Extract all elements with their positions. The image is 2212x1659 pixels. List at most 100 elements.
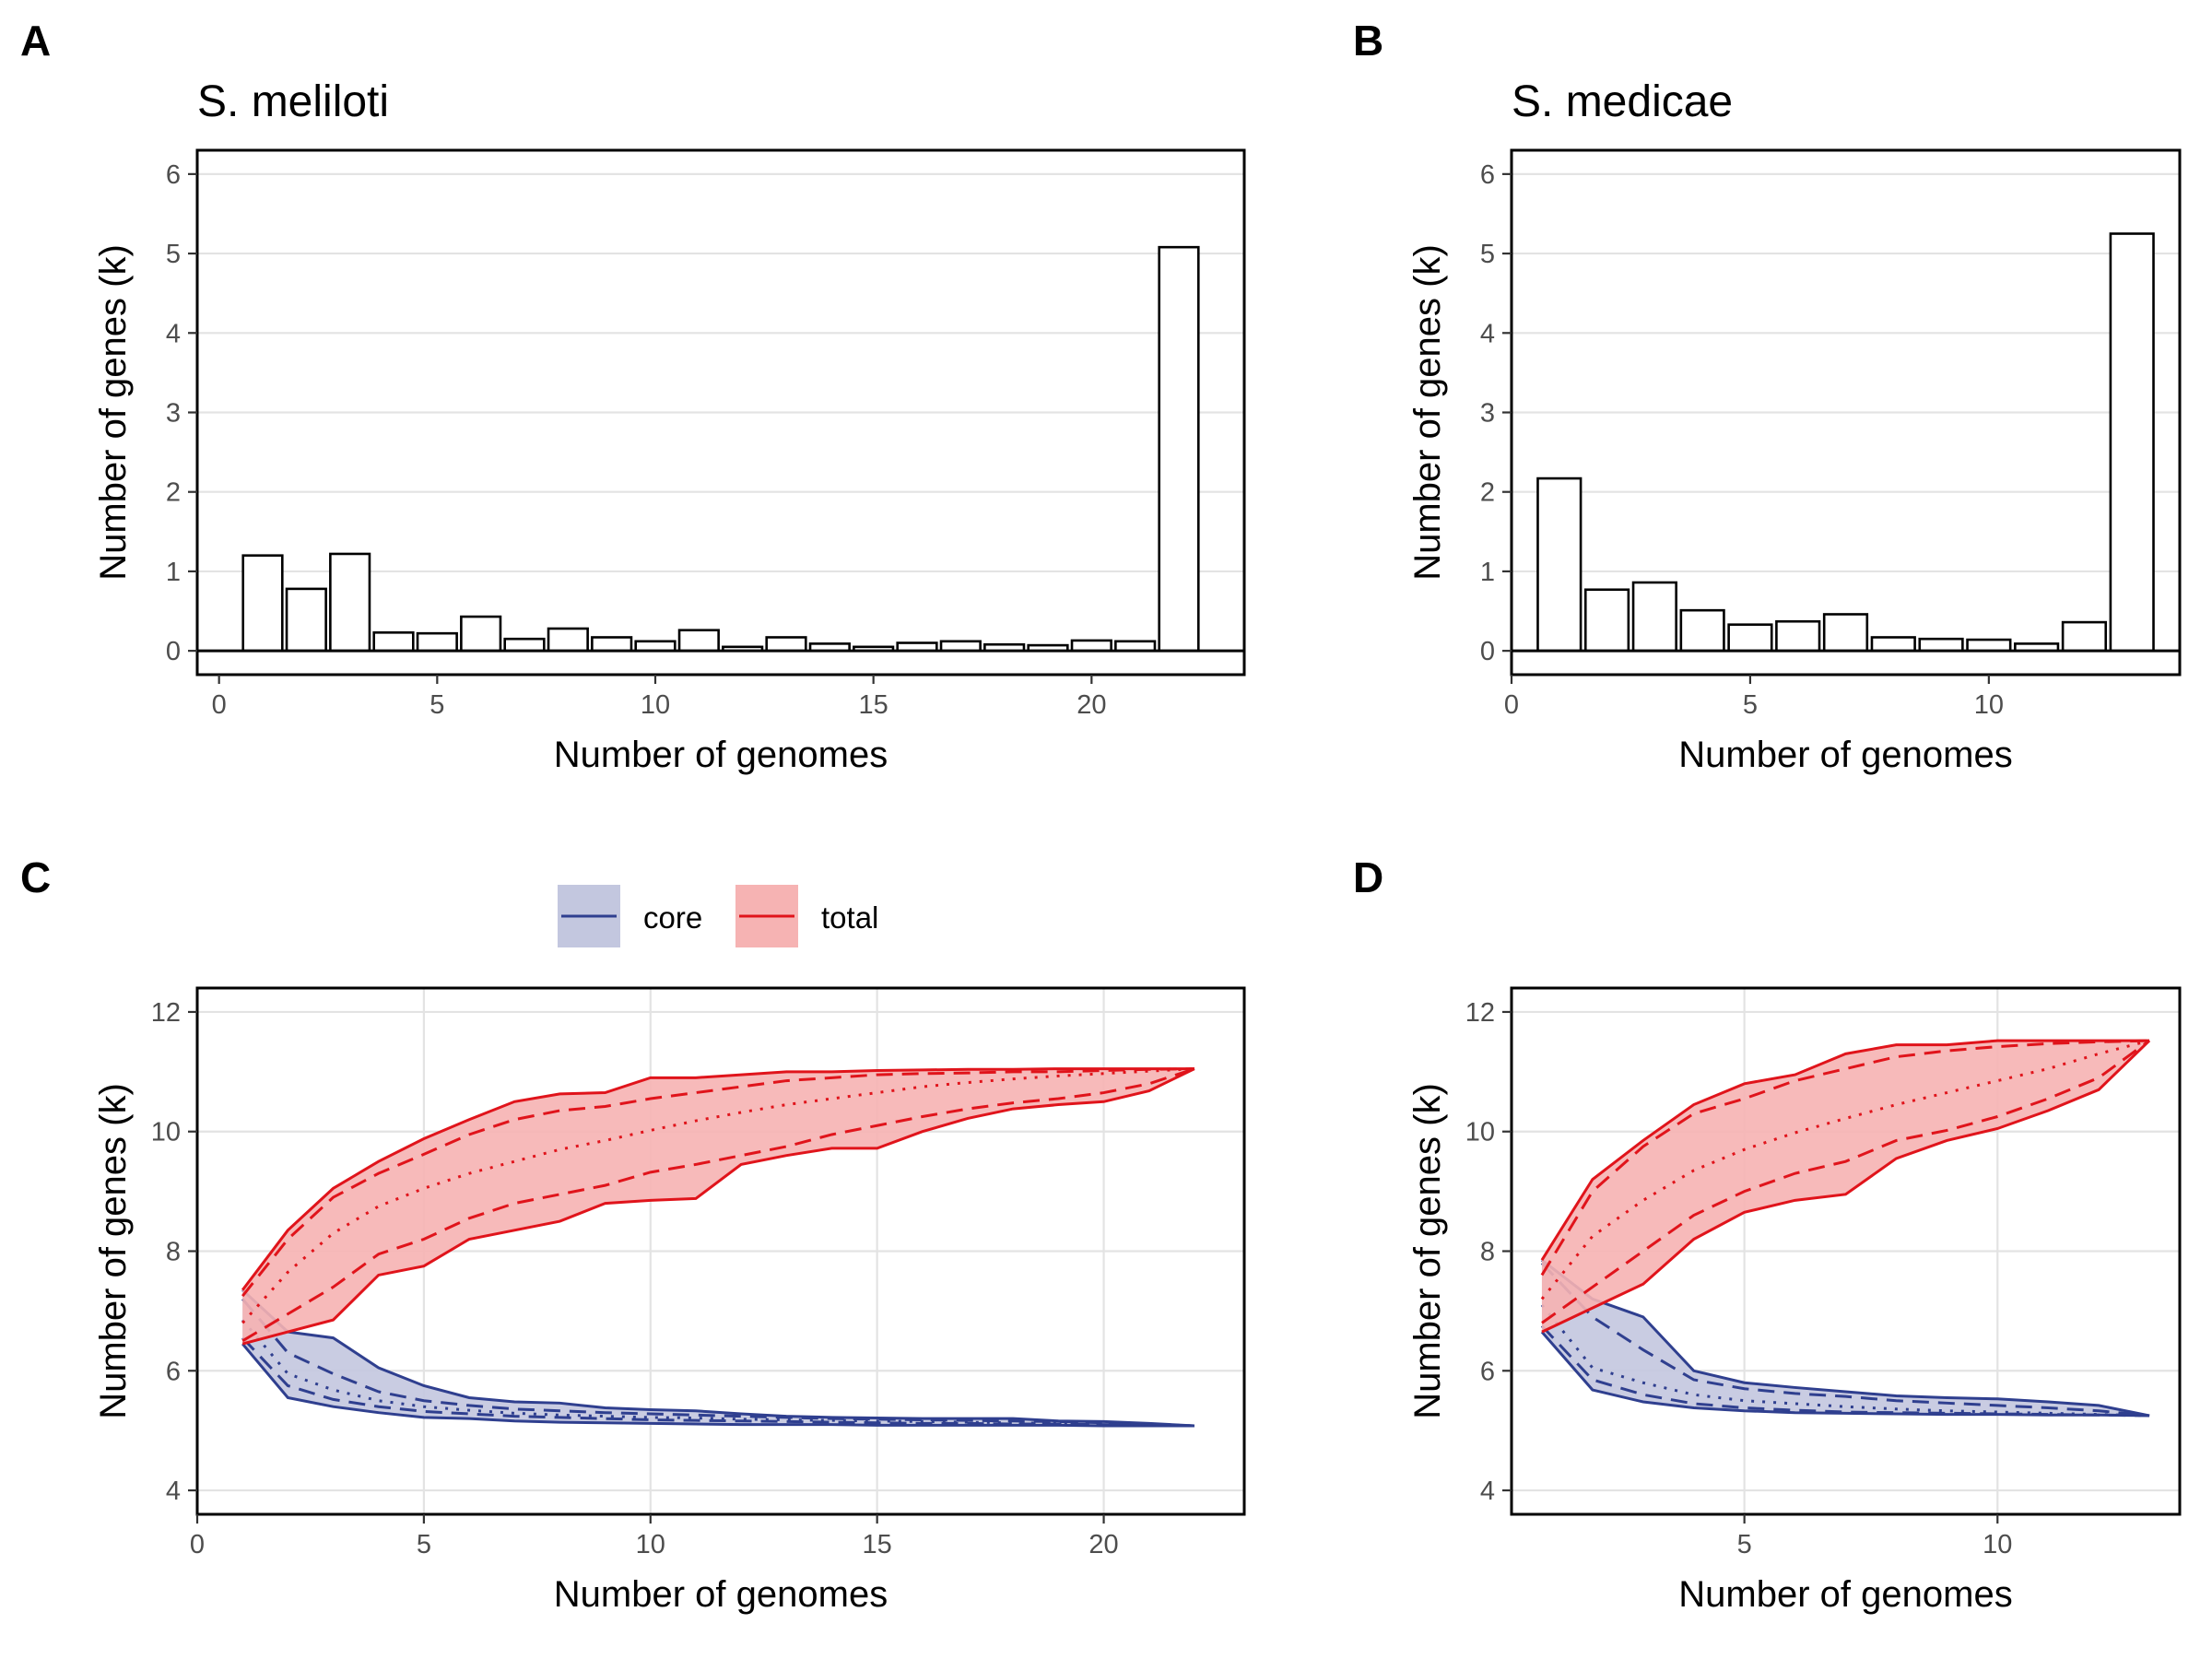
core-range-band <box>1541 1260 2150 1416</box>
bar <box>460 615 502 653</box>
y-tick-label: 4 <box>1480 319 1495 348</box>
bar <box>1870 636 1916 653</box>
x-axis-title: Number of genomes <box>554 1574 888 1615</box>
core-upper-quartile-line <box>1540 1262 2150 1418</box>
x-tick-label: 5 <box>1743 690 1758 720</box>
panel-letter-d: D <box>1353 853 1383 901</box>
core-max-line <box>241 1288 1194 1428</box>
x-tick-label: 0 <box>1504 690 1519 720</box>
y-tick-label: 2 <box>1480 478 1495 508</box>
bar <box>329 552 371 653</box>
x-tick-label: 10 <box>636 1530 665 1559</box>
y-tick-label: 8 <box>166 1238 181 1267</box>
bar <box>765 636 807 653</box>
y-tick-label: 3 <box>166 399 181 429</box>
x-tick-label: 5 <box>429 690 444 720</box>
y-tick-label: 10 <box>151 1118 181 1147</box>
y-tick-label: 8 <box>1480 1238 1495 1267</box>
total-range-band <box>242 1068 1194 1345</box>
bar <box>1158 245 1200 653</box>
core-mean-line <box>1540 1303 2150 1418</box>
core-min-line <box>241 1343 1194 1428</box>
bar <box>677 629 720 653</box>
bar <box>1918 637 1964 653</box>
y-tick-label: 1 <box>166 558 181 587</box>
y-tick-label: 1 <box>1480 558 1495 587</box>
y-axis-title: Number of genes (k) <box>93 1083 134 1419</box>
bar <box>547 627 589 653</box>
x-tick-label: 15 <box>859 690 888 720</box>
x-axis-title: Number of genomes <box>554 735 888 775</box>
core-lower-quartile-line <box>1540 1324 2150 1418</box>
bar <box>503 637 546 653</box>
total-max-line <box>1540 1039 2150 1262</box>
total-mean-line <box>241 1067 1194 1324</box>
bar <box>939 640 982 653</box>
bar <box>591 636 633 653</box>
bar <box>634 640 677 653</box>
total-max-line <box>241 1067 1194 1291</box>
bar <box>1631 581 1677 653</box>
bar <box>1822 613 1869 653</box>
y-tick-label: 5 <box>1480 240 1495 269</box>
x-tick-label: 5 <box>417 1530 431 1559</box>
y-axis-title: Number of genes (k) <box>1407 244 1448 581</box>
x-tick-label: 10 <box>1974 690 2004 720</box>
bar <box>241 554 284 653</box>
y-axis-title: Number of genes (k) <box>93 244 134 581</box>
panel-a-title: S. meliloti <box>197 77 389 126</box>
bar <box>1070 639 1112 653</box>
x-axis-title: Number of genomes <box>1678 735 2012 775</box>
x-axis-title: Number of genomes <box>1678 1574 2012 1615</box>
panel-c-plot: 4 6 8 10 12 0 5 10 15 20 Number of genomes Number o… <box>93 986 1246 1615</box>
legend-core-label: core <box>643 900 702 935</box>
y-tick-label: 0 <box>166 637 181 666</box>
legend: core total <box>558 885 878 947</box>
bar <box>2061 620 2108 653</box>
panel-letter-a: A <box>20 17 51 65</box>
core-lower-quartile-line <box>241 1336 1194 1428</box>
y-tick-label: 12 <box>151 998 181 1028</box>
bar <box>1114 640 1157 653</box>
bar <box>372 631 415 653</box>
y-tick-label: 12 <box>1465 998 1495 1028</box>
x-tick-label: 5 <box>1737 1530 1752 1559</box>
bar <box>1966 638 2012 653</box>
total-range-band <box>1541 1041 2150 1333</box>
panel-a-plot: 0 1 2 3 4 5 6 0 5 10 15 20 Number of genomes Number o… <box>93 148 1246 775</box>
bar <box>2109 232 2155 653</box>
y-tick-label: 3 <box>1480 399 1495 429</box>
core-range-band <box>242 1289 1194 1426</box>
total-lower-quartile-line <box>241 1067 1195 1343</box>
y-tick-label: 10 <box>1465 1118 1495 1147</box>
bar <box>416 631 458 653</box>
y-tick-label: 6 <box>166 1357 181 1386</box>
core-max-line <box>1541 1259 2150 1418</box>
bar <box>1679 608 1725 653</box>
y-tick-label: 6 <box>1480 1357 1495 1386</box>
x-tick-label: 10 <box>641 690 670 720</box>
panel-letter-b: B <box>1353 17 1383 65</box>
legend-total-label: total <box>821 900 878 935</box>
total-upper-quartile-line <box>1540 1039 2150 1277</box>
y-tick-label: 4 <box>1480 1477 1495 1506</box>
y-tick-label: 6 <box>1480 160 1495 190</box>
y-tick-label: 4 <box>166 1477 181 1506</box>
total-upper-quartile-line <box>241 1067 1194 1298</box>
total-lower-quartile-line <box>1541 1039 2150 1324</box>
x-tick-label: 20 <box>1077 690 1106 720</box>
bar <box>1727 623 1773 653</box>
x-tick-label: 10 <box>1983 1530 2012 1559</box>
y-tick-label: 4 <box>166 319 181 348</box>
bar <box>285 587 327 653</box>
y-tick-label: 6 <box>166 160 181 190</box>
y-tick-label: 5 <box>166 240 181 269</box>
x-tick-label: 0 <box>190 1530 205 1559</box>
bar <box>1536 477 1583 653</box>
core-upper-quartile-line <box>241 1298 1194 1428</box>
y-axis-title: Number of genes (k) <box>1407 1083 1448 1419</box>
bar <box>1583 588 1630 653</box>
panel-b-title: S. medicae <box>1512 77 1733 126</box>
y-tick-label: 0 <box>1480 637 1495 666</box>
